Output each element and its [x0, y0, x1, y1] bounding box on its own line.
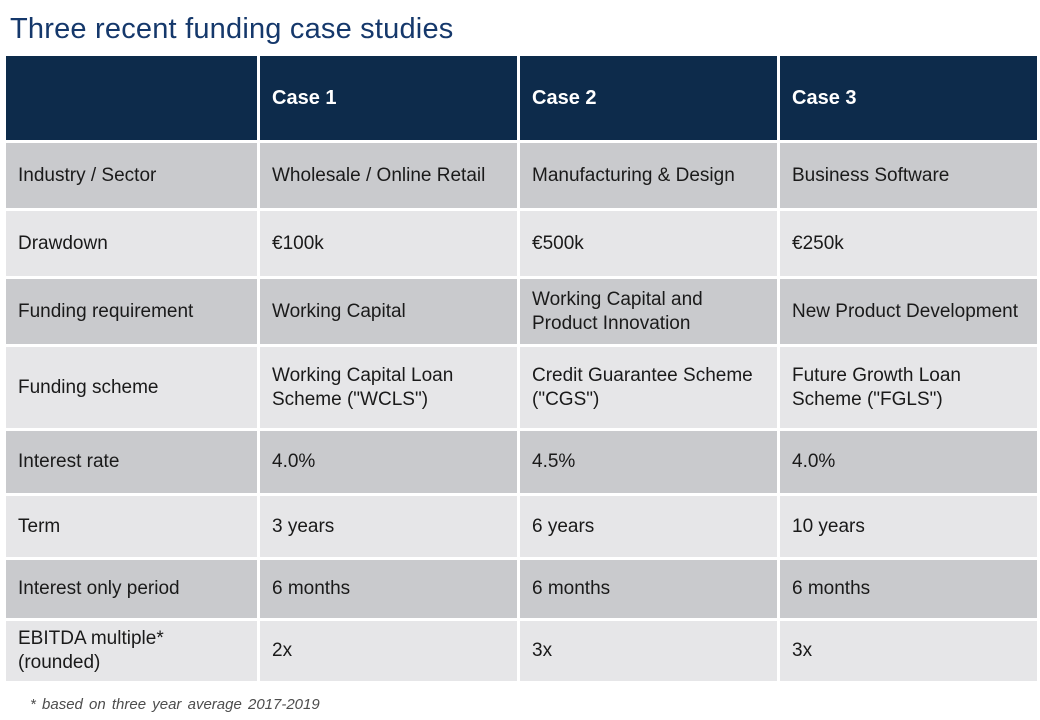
page-title: Three recent funding case studies	[10, 13, 454, 45]
header-cell-empty	[6, 56, 257, 140]
row-label: Term	[6, 496, 257, 557]
row-label: EBITDA multiple* (rounded)	[6, 621, 257, 681]
cell-case2: Credit Guarantee Scheme ("CGS")	[520, 347, 777, 428]
header-cell-case1: Case 1	[260, 56, 517, 140]
cell-case1: 6 months	[260, 560, 517, 618]
row-label: Funding scheme	[6, 347, 257, 428]
cell-case1: 2x	[260, 621, 517, 681]
cell-case3: €250k	[780, 211, 1037, 276]
cell-case2: 6 years	[520, 496, 777, 557]
table-row-interest-rate: Interest rate 4.0% 4.5% 4.0%	[6, 431, 1037, 493]
table-row-ebitda-multiple: EBITDA multiple* (rounded) 2x 3x 3x	[6, 621, 1037, 681]
cell-case2: 4.5%	[520, 431, 777, 493]
table-row-funding-requirement: Funding requirement Working Capital Work…	[6, 279, 1037, 344]
cell-case2: Working Capital and Product Innovation	[520, 279, 777, 344]
cell-case3: 6 months	[780, 560, 1037, 618]
row-label: Interest only period	[6, 560, 257, 618]
cell-case3: Future Growth Loan Scheme ("FGLS")	[780, 347, 1037, 428]
cell-case3: 4.0%	[780, 431, 1037, 493]
footnote: * based on three year average 2017-2019	[30, 696, 320, 713]
table-row-industry: Industry / Sector Wholesale / Online Ret…	[6, 143, 1037, 208]
cell-case1: Wholesale / Online Retail	[260, 143, 517, 208]
row-label: Interest rate	[6, 431, 257, 493]
table-row-term: Term 3 years 6 years 10 years	[6, 496, 1037, 557]
cell-case2: Manufacturing & Design	[520, 143, 777, 208]
cell-case1: 4.0%	[260, 431, 517, 493]
cell-case3: New Product Development	[780, 279, 1037, 344]
cell-case1: 3 years	[260, 496, 517, 557]
table-row-interest-only-period: Interest only period 6 months 6 months 6…	[6, 560, 1037, 618]
table-header-row: Case 1 Case 2 Case 3	[6, 56, 1037, 140]
row-label: Industry / Sector	[6, 143, 257, 208]
header-cell-case2: Case 2	[520, 56, 777, 140]
cell-case2: 3x	[520, 621, 777, 681]
corner-whitespace-box	[945, 682, 1011, 720]
table-row-funding-scheme: Funding scheme Working Capital Loan Sche…	[6, 347, 1037, 428]
table-row-drawdown: Drawdown €100k €500k €250k	[6, 211, 1037, 276]
row-label: Drawdown	[6, 211, 257, 276]
row-label: Funding requirement	[6, 279, 257, 344]
cell-case3: 3x	[780, 621, 1037, 681]
header-cell-case3: Case 3	[780, 56, 1037, 140]
cell-case3: 10 years	[780, 496, 1037, 557]
case-studies-table: Case 1 Case 2 Case 3 Industry / Sector W…	[3, 53, 1040, 684]
cell-case1: €100k	[260, 211, 517, 276]
cell-case3: Business Software	[780, 143, 1037, 208]
cell-case1: Working Capital Loan Scheme ("WCLS")	[260, 347, 517, 428]
cell-case1: Working Capital	[260, 279, 517, 344]
cell-case2: €500k	[520, 211, 777, 276]
cell-case2: 6 months	[520, 560, 777, 618]
